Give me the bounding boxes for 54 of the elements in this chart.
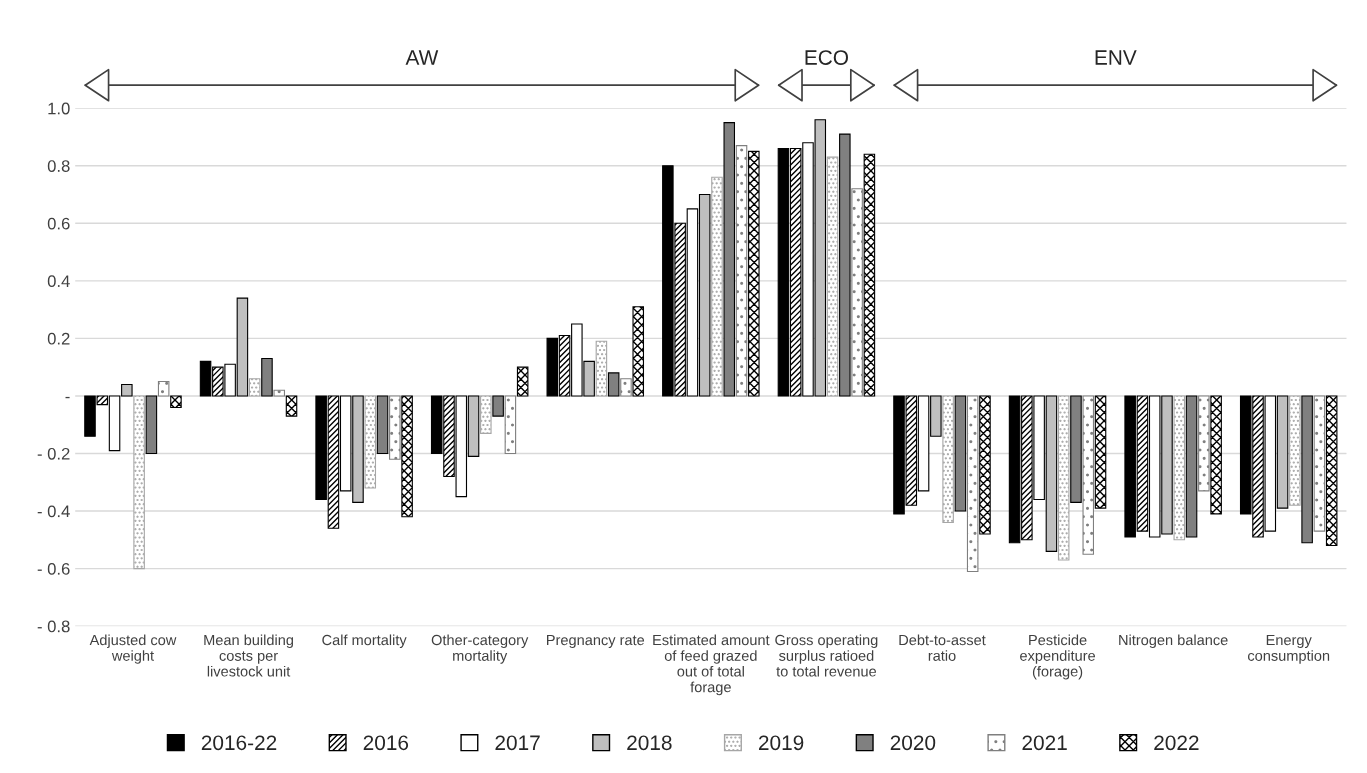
legend-label: 2018 (627, 735, 672, 751)
y-tick-label: 1.0 (48, 102, 70, 115)
x-tick-label: Energy consumption (1247, 635, 1330, 664)
x-tick-label: Debt-to-asset ratio (899, 634, 986, 661)
y-tick-label: - (65, 396, 70, 399)
y-tick-label: 0.6 (47, 217, 70, 230)
bar (711, 176, 723, 397)
legend-label: 2019 (758, 735, 804, 751)
bar (826, 156, 839, 397)
bar (133, 395, 145, 570)
bar (1210, 395, 1222, 515)
text: ECO (805, 50, 848, 65)
y-tick-label: 0.8 (47, 160, 70, 172)
x-tick-label: Other-category mortality (431, 634, 529, 664)
bar (285, 395, 298, 417)
bar (516, 366, 529, 397)
bar (248, 378, 261, 397)
bar (1057, 395, 1070, 561)
legend-label: 2017 (495, 735, 540, 751)
x-tick-label: Calf mortality (322, 634, 407, 649)
y-tick-label: 0.2 (47, 332, 70, 345)
y-tick-label: - 0.8 (37, 620, 70, 633)
y-tick-label: - 0.6 (37, 562, 70, 575)
bar (748, 150, 760, 397)
legend-label: 2022 (1154, 735, 1199, 751)
legend-label: 2016 (363, 735, 409, 751)
bar (595, 340, 608, 397)
x-tick-label: Adjusted cow weight (89, 634, 177, 664)
text: ENV (1095, 50, 1137, 65)
bar (480, 395, 492, 434)
y-tick-label: 0.4 (47, 275, 70, 288)
bar (632, 306, 645, 397)
x-tick-label: Pregnancy rate (547, 635, 645, 649)
bar (863, 153, 876, 397)
bar (979, 395, 991, 535)
bar (1325, 395, 1338, 547)
x-tick-label: Gross operating surplus ratioed to total revenue (775, 634, 878, 677)
text: AW (405, 50, 439, 65)
x-tick-label: Mean building costs per livestock unit (204, 634, 294, 677)
legend-label: 2020 (890, 735, 936, 751)
y-tick-label: - 0.2 (37, 447, 70, 460)
legend-label: 2021 (1022, 735, 1067, 751)
bar (942, 395, 954, 524)
bar (170, 395, 182, 409)
legend-label: 2016-22 (201, 735, 277, 751)
bar (1094, 395, 1107, 509)
x-tick-label: Pesticide expenditure (forage) (1020, 634, 1096, 680)
bar (1173, 395, 1186, 541)
x-tick-label: Nitrogen balance (1119, 634, 1228, 649)
bar (401, 395, 413, 518)
bar (364, 395, 377, 489)
x-tick-label: Estimated amount of feed grazed out of total forage (653, 634, 770, 696)
bar (1289, 395, 1301, 506)
y-tick-label: - 0.4 (37, 505, 70, 518)
